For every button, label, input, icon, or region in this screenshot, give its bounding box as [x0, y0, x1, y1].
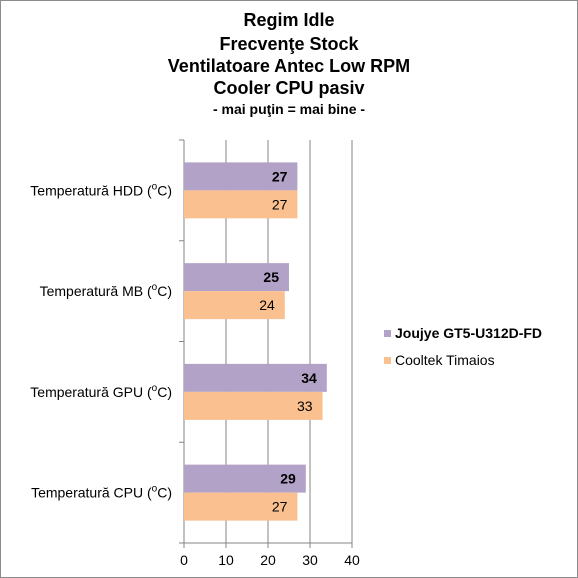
x-tick-label: 0 [180, 552, 188, 568]
bar-1 [184, 263, 289, 292]
legend-label-series-2: Cooltek Timaios [395, 352, 495, 368]
bar-1 [184, 464, 306, 493]
category-label: Temperatură CPU (oC) [31, 484, 172, 501]
data-label-2: 24 [259, 297, 275, 313]
x-tick-label: 20 [260, 552, 276, 568]
chart-title-line-3: Ventilatoare Antec Low RPM [167, 56, 411, 76]
legend-swatch-series-2 [384, 356, 391, 364]
legend-item-series-1: Joujye GT5-U312D-FD [384, 324, 542, 342]
data-label-2: 27 [272, 499, 288, 515]
data-label-2: 27 [272, 196, 288, 212]
category-label: Temperatură GPU (oC) [30, 383, 172, 400]
x-tick-label: 30 [302, 552, 318, 568]
category-label: Temperatură HDD (oC) [30, 181, 172, 198]
chart-title-line-2: Frecvenţe Stock [219, 34, 359, 54]
data-label-1: 27 [272, 168, 288, 184]
x-tick-label: 10 [218, 552, 234, 568]
legend-label-series-1: Joujye GT5-U312D-FD [395, 325, 543, 341]
bar-2 [184, 190, 298, 219]
bar-1 [184, 363, 327, 392]
chart-subtitle: - mai puţin = mai bine - [212, 101, 366, 117]
legend-swatch-series-1 [384, 329, 391, 337]
chart-title-line-4: Cooler CPU pasiv [213, 78, 365, 98]
x-tick-label: 40 [344, 552, 360, 568]
data-label-1: 25 [263, 269, 279, 285]
chart-title-line-1: Regim Idle [243, 10, 335, 30]
bar-2 [184, 291, 285, 320]
data-label-2: 33 [297, 398, 313, 414]
bar-1 [184, 162, 298, 191]
bar-2 [184, 492, 298, 521]
bar-2 [184, 391, 323, 420]
data-label-1: 34 [301, 370, 317, 386]
legend-item-series-2: Cooltek Timaios [384, 351, 495, 369]
category-label: Temperatură MB (oC) [40, 282, 172, 299]
data-label-1: 29 [280, 471, 296, 487]
